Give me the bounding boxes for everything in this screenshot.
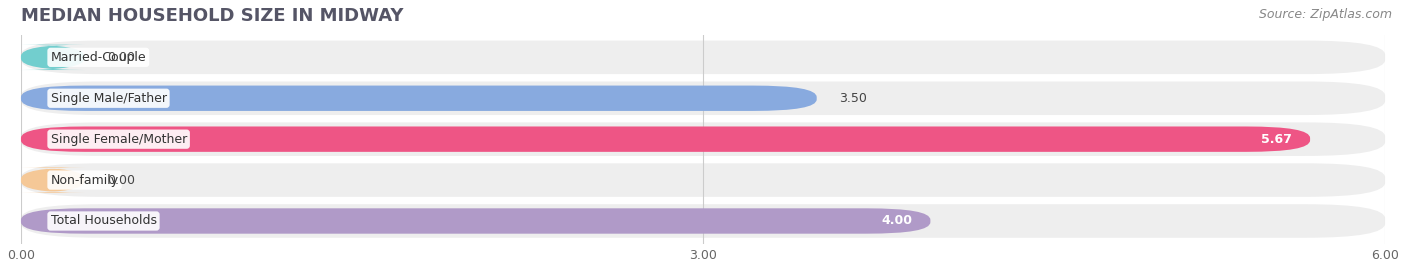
FancyBboxPatch shape bbox=[21, 122, 1385, 156]
Text: Single Female/Mother: Single Female/Mother bbox=[51, 133, 187, 146]
FancyBboxPatch shape bbox=[21, 167, 84, 193]
Text: Total Households: Total Households bbox=[51, 214, 156, 228]
Text: Married-Couple: Married-Couple bbox=[51, 51, 146, 64]
Text: Source: ZipAtlas.com: Source: ZipAtlas.com bbox=[1258, 8, 1392, 21]
FancyBboxPatch shape bbox=[21, 82, 1385, 115]
FancyBboxPatch shape bbox=[21, 126, 1310, 152]
FancyBboxPatch shape bbox=[21, 41, 1385, 74]
Text: MEDIAN HOUSEHOLD SIZE IN MIDWAY: MEDIAN HOUSEHOLD SIZE IN MIDWAY bbox=[21, 7, 404, 25]
Text: 0.00: 0.00 bbox=[107, 174, 135, 187]
FancyBboxPatch shape bbox=[21, 204, 1385, 238]
Text: 5.67: 5.67 bbox=[1261, 133, 1292, 146]
FancyBboxPatch shape bbox=[21, 163, 1385, 197]
Text: 4.00: 4.00 bbox=[882, 214, 912, 228]
Text: 0.00: 0.00 bbox=[107, 51, 135, 64]
FancyBboxPatch shape bbox=[21, 208, 931, 234]
Text: Single Male/Father: Single Male/Father bbox=[51, 92, 166, 105]
FancyBboxPatch shape bbox=[21, 45, 84, 70]
Text: 3.50: 3.50 bbox=[839, 92, 868, 105]
Text: Non-family: Non-family bbox=[51, 174, 118, 187]
FancyBboxPatch shape bbox=[21, 86, 817, 111]
